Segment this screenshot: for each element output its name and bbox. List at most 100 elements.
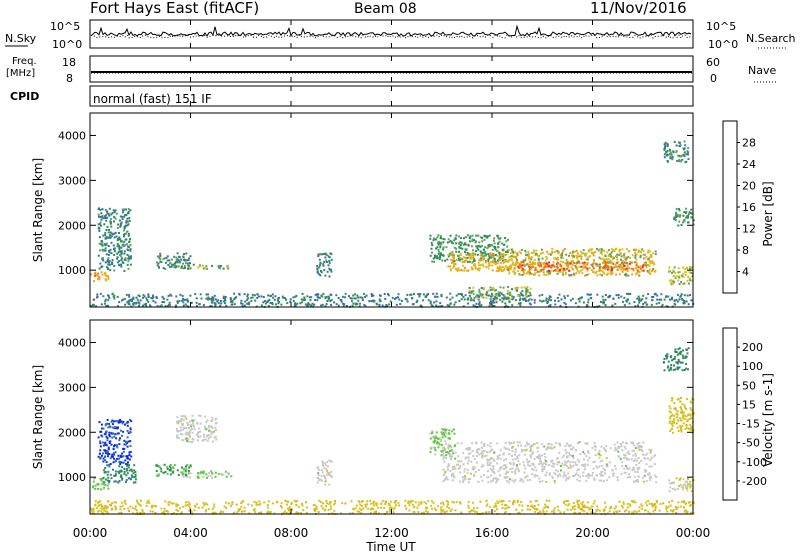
heatmap-cell [502, 286, 505, 289]
heatmap-cell [454, 451, 457, 454]
heatmap-cell [485, 296, 488, 299]
heatmap-cell [410, 293, 413, 296]
heatmap-cell [498, 252, 501, 255]
heatmap-cell [325, 261, 328, 263]
heatmap-cell [439, 508, 442, 511]
heatmap-cell [570, 466, 572, 469]
heatmap-cell [435, 436, 438, 439]
heatmap-cell [491, 288, 494, 291]
heatmap-cell [107, 448, 110, 451]
heatmap-cell [669, 298, 671, 301]
heatmap-cell [438, 258, 441, 261]
heatmap-cell [112, 426, 115, 429]
heatmap-cell [487, 476, 490, 479]
heatmap-cell [555, 265, 558, 268]
heatmap-cell [545, 299, 548, 302]
heatmap-cell [562, 249, 565, 252]
heatmap-cell [109, 236, 112, 239]
heatmap-cell [282, 296, 285, 299]
heatmap-cell [279, 505, 282, 508]
heatmap-cell [199, 472, 202, 474]
heatmap-cell [680, 293, 683, 296]
heatmap-cell [553, 446, 556, 449]
heatmap-cell [629, 476, 631, 479]
heatmap-cell [606, 251, 609, 254]
heatmap-cell [598, 479, 601, 482]
heatmap-cell [469, 510, 472, 513]
heatmap-cell [203, 504, 206, 507]
heatmap-cell [473, 263, 476, 266]
heatmap-cell [128, 217, 131, 220]
heatmap-cell [219, 267, 222, 270]
heatmap-cell [608, 266, 611, 269]
heatmap-cell [127, 457, 129, 460]
heatmap-cell [317, 293, 320, 296]
heatmap-cell [470, 245, 473, 248]
heatmap-cell [642, 303, 645, 305]
heatmap-cell [593, 261, 595, 264]
heatmap-cell [417, 504, 420, 507]
heatmap-cell [492, 260, 494, 262]
heatmap-cell [565, 500, 568, 502]
heatmap-cell [378, 304, 381, 307]
heatmap-cell [306, 303, 309, 306]
heatmap-cell [123, 258, 126, 261]
heatmap-cell [194, 505, 197, 508]
heatmap-cell [433, 437, 436, 440]
heatmap-cell [514, 448, 517, 451]
heatmap-cell [498, 265, 501, 268]
heatmap-cell [570, 448, 573, 451]
heatmap-cell [583, 510, 586, 513]
heatmap-cell [511, 446, 513, 449]
freq-tick-bottom: 8 [66, 72, 73, 85]
heatmap-cell [676, 362, 679, 365]
heatmap-cell [467, 452, 470, 455]
heatmap-cell [384, 298, 387, 300]
heatmap-cell [330, 505, 332, 508]
heatmap-cell [425, 294, 428, 297]
heatmap-cell [581, 268, 584, 271]
heatmap-cell [103, 302, 106, 305]
heatmap-cell [169, 293, 172, 296]
heatmap-cell [106, 225, 109, 228]
heatmap-cell [96, 293, 99, 296]
heatmap-cell [301, 504, 304, 507]
heatmap-cell [678, 298, 681, 301]
heatmap-cell [499, 500, 502, 503]
heatmap-cell [684, 274, 687, 276]
heatmap-cell [325, 303, 328, 306]
heatmap-cell [389, 300, 392, 303]
heatmap-cell [558, 293, 561, 296]
heatmap-cell [184, 504, 187, 507]
heatmap-cell [105, 214, 107, 217]
heatmap-cell [534, 253, 537, 256]
heatmap-cell [506, 266, 509, 269]
heatmap-cell [638, 301, 641, 304]
heatmap-cell [514, 472, 517, 475]
heatmap-cell [609, 272, 612, 275]
heatmap-cell [180, 418, 183, 420]
heatmap-cell [551, 447, 554, 450]
heatmap-cell [104, 300, 107, 303]
heatmap-cell [440, 293, 443, 296]
heatmap-cell [459, 241, 462, 244]
heatmap-cell [662, 502, 665, 505]
heatmap-cell [687, 158, 690, 161]
heatmap-cell [503, 267, 506, 270]
heatmap-cell [611, 304, 614, 307]
heatmap-cell [587, 501, 590, 504]
heatmap-cell [628, 292, 630, 295]
heatmap-cell [681, 425, 684, 427]
heatmap-cell [235, 503, 238, 506]
heatmap-cell [504, 466, 507, 469]
heatmap-cell [372, 508, 375, 510]
heatmap-cell [685, 300, 688, 303]
heatmap-cell [174, 261, 177, 264]
heatmap-region [181, 470, 233, 480]
heatmap-cell [564, 474, 567, 477]
heatmap-cell [488, 511, 491, 514]
heatmap-cell [476, 253, 479, 256]
heatmap-cell [446, 428, 449, 431]
nave-tick-bottom: 0 [710, 72, 717, 85]
heatmap-cell [621, 248, 624, 251]
